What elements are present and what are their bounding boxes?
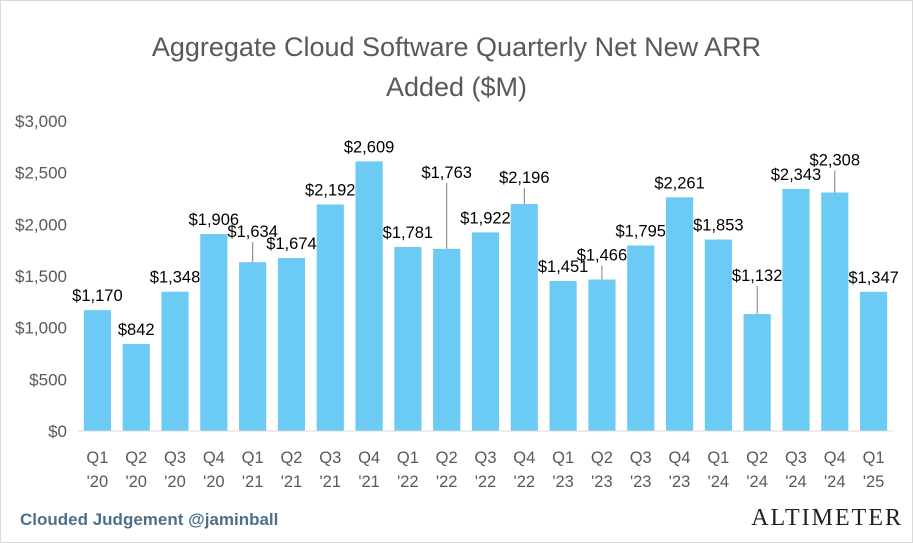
- x-tick-label-year: '21: [242, 473, 264, 491]
- bar: [83, 310, 111, 431]
- x-tick-label-quarter: Q4: [513, 449, 535, 467]
- x-tick-label-quarter: Q2: [746, 449, 768, 467]
- data-label: $1,348: [150, 269, 200, 287]
- data-label: $1,347: [848, 269, 898, 287]
- data-label: $2,192: [305, 181, 355, 199]
- data-label: $2,343: [771, 166, 821, 184]
- x-tick-label-quarter: Q2: [280, 449, 302, 467]
- x-tick-label-quarter: Q2: [436, 449, 458, 467]
- data-label: $1,906: [189, 211, 239, 229]
- x-tick-label-quarter: Q1: [242, 449, 264, 467]
- x-tick-label-year: '23: [669, 473, 691, 491]
- y-tick-label: $2,500: [15, 164, 67, 183]
- x-tick-label-quarter: Q4: [669, 449, 691, 467]
- data-label: $1,853: [693, 217, 743, 235]
- bar: [743, 314, 771, 431]
- x-tick-label-quarter: Q3: [630, 449, 652, 467]
- bar: [277, 258, 306, 431]
- bar: [200, 234, 228, 431]
- data-label: $1,451: [538, 258, 588, 276]
- y-tick-label: $0: [48, 422, 67, 441]
- x-tick-label-year: '24: [708, 473, 730, 491]
- bar: [549, 281, 577, 431]
- bar: [821, 192, 849, 431]
- x-tick-label-year: '24: [785, 473, 807, 491]
- x-tick-label-year: '23: [630, 473, 652, 491]
- bar: [588, 279, 616, 431]
- data-label: $2,609: [344, 138, 394, 156]
- chart-title-line-2: Added ($M): [385, 72, 528, 102]
- data-label: $1,795: [616, 223, 666, 241]
- x-tick-label-quarter: Q1: [552, 449, 574, 467]
- x-tick-label-quarter: Q1: [86, 449, 108, 467]
- data-label: $1,132: [732, 267, 782, 285]
- bar: [860, 291, 888, 431]
- bar: [627, 245, 655, 431]
- x-tick-label-quarter: Q2: [591, 449, 613, 467]
- y-tick-label: $3,000: [15, 112, 67, 131]
- altimeter-logo: ALTIMETER: [751, 505, 903, 531]
- data-label: $2,261: [654, 174, 704, 192]
- bar: [665, 197, 694, 431]
- x-tick-label-year: '23: [552, 473, 574, 491]
- bar: [704, 239, 732, 431]
- x-tick-label-year: '21: [320, 473, 342, 491]
- x-tick-label-quarter: Q4: [358, 449, 380, 467]
- x-tick-label-year: '20: [87, 473, 109, 491]
- x-tick-label-quarter: Q3: [785, 449, 807, 467]
- x-tick-label-quarter: Q3: [164, 449, 186, 467]
- x-tick-label-year: '21: [358, 473, 380, 491]
- x-tick-label-quarter: Q4: [203, 449, 225, 467]
- data-label: $1,674: [266, 235, 316, 253]
- x-tick-label-year: '22: [475, 473, 497, 491]
- bar: [239, 262, 267, 431]
- x-tick-label-quarter: Q1: [707, 449, 729, 467]
- x-tick-label-quarter: Q2: [125, 449, 147, 467]
- y-tick-label: $2,000: [15, 215, 67, 234]
- x-tick-label-year: '23: [591, 473, 613, 491]
- bar: [471, 232, 500, 431]
- bar: [394, 246, 422, 431]
- data-label: $2,196: [499, 169, 549, 187]
- x-tick-label-quarter: Q1: [863, 449, 885, 467]
- x-tick-label-year: '24: [824, 473, 846, 491]
- x-tick-label-year: '22: [397, 473, 419, 491]
- bar: [316, 204, 344, 431]
- x-tick-label-quarter: Q1: [397, 449, 419, 467]
- attribution-text: Clouded Judgement @jaminball: [20, 510, 279, 529]
- x-tick-label-year: '24: [746, 473, 768, 491]
- data-label: $1,466: [577, 247, 627, 265]
- data-label: $1,922: [460, 209, 510, 227]
- x-tick-label-year: '20: [203, 473, 225, 491]
- data-label: $2,308: [810, 152, 860, 170]
- x-tick-label-year: '22: [514, 473, 536, 491]
- bar: [433, 248, 461, 431]
- data-label: $842: [118, 321, 155, 339]
- x-tick-label-quarter: Q3: [474, 449, 496, 467]
- chart-title-line-1: Aggregate Cloud Software Quarterly Net N…: [151, 32, 762, 62]
- y-tick-label: $1,000: [15, 319, 67, 338]
- bar: [782, 188, 810, 431]
- y-tick-label: $1,500: [15, 267, 67, 286]
- x-tick-label-quarter: Q4: [824, 449, 846, 467]
- x-tick-label-year: '20: [164, 473, 186, 491]
- x-tick-label-year: '22: [436, 473, 458, 491]
- data-label: $1,634: [227, 223, 277, 241]
- bar: [161, 291, 189, 431]
- data-label: $1,781: [383, 224, 433, 242]
- x-tick-label-year: '25: [863, 473, 885, 491]
- bar: [510, 204, 538, 431]
- bar: [355, 161, 383, 432]
- data-label: $1,763: [421, 164, 471, 182]
- bar: [122, 343, 150, 431]
- y-tick-label: $500: [29, 370, 67, 389]
- x-tick-label-quarter: Q3: [319, 449, 341, 467]
- data-label: $1,170: [72, 287, 122, 305]
- x-tick-label-year: '20: [125, 473, 147, 491]
- x-tick-label-year: '21: [281, 473, 303, 491]
